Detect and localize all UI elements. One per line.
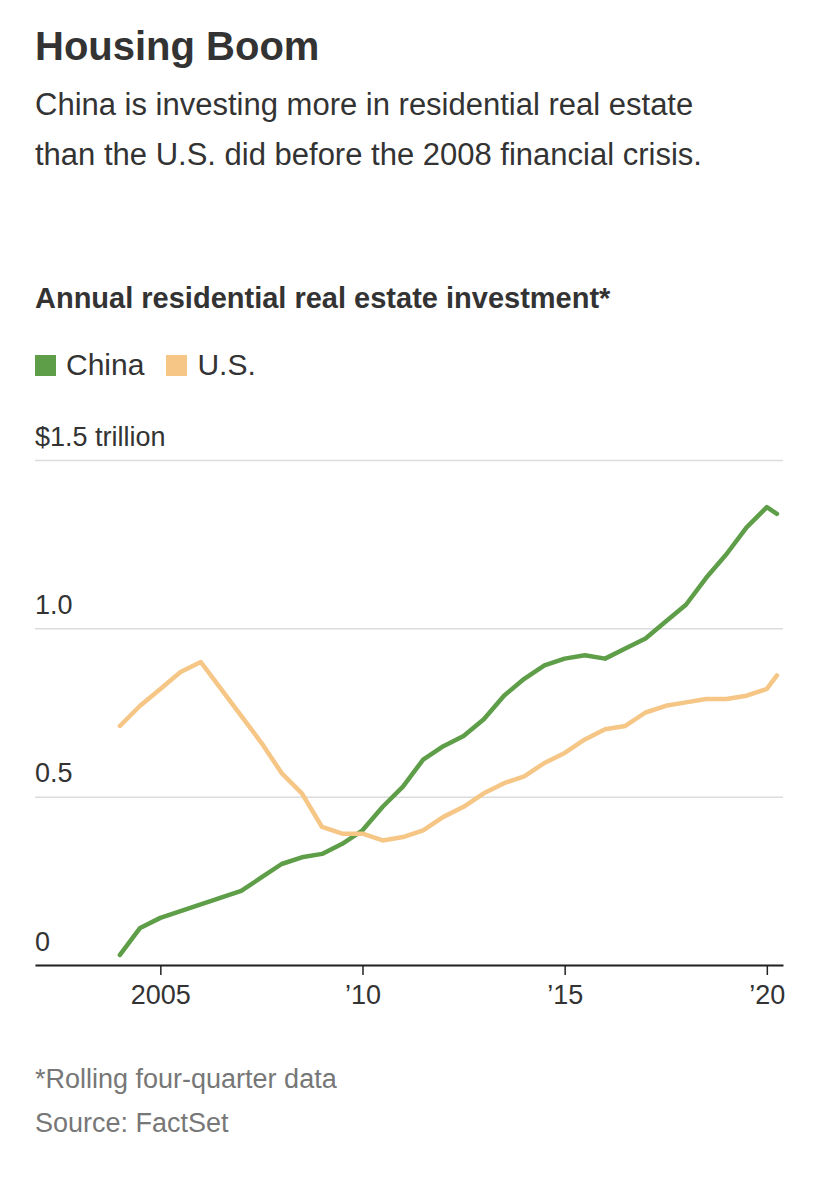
grid-line [35, 965, 783, 967]
grid-line [35, 796, 783, 798]
tick-mark [362, 965, 364, 975]
legend: China U.S. [35, 348, 278, 382]
y-tick: 0 [35, 927, 783, 966]
legend-swatch [166, 355, 187, 376]
tick-mark [767, 965, 769, 975]
x-tick-label: 2005 [131, 980, 191, 1010]
line-series [120, 662, 777, 840]
y-tick-label: 1.0 [35, 590, 73, 620]
x-tick: 2005 [131, 965, 191, 1010]
axis-title: Annual residential real estate investmen… [35, 282, 610, 315]
y-tick: $1.5 trillion [35, 422, 783, 461]
grid-line [35, 628, 783, 630]
y-tick: 1.0 [35, 590, 783, 629]
y-axis-line [35, 461, 36, 966]
tick-mark [160, 965, 162, 975]
y-axis: 0 0.5 1.0 $1.5 trillion [35, 422, 783, 966]
x-axis-line [36, 965, 784, 967]
line-series [120, 507, 777, 955]
source: Source: FactSet [35, 1108, 229, 1139]
tick-mark [564, 965, 566, 975]
subtitle: China is investing more in residential r… [35, 80, 735, 180]
y-tick-label: $1.5 trillion [35, 422, 166, 452]
x-tick: ’15 [547, 965, 583, 1010]
plot-area [120, 507, 777, 955]
chart: 0 0.5 1.0 $1.5 trillion 2005 ’10 ’15 ’20 [0, 0, 830, 1182]
x-axis: 2005 ’10 ’15 ’20 [36, 965, 786, 1010]
x-tick-label: ’15 [547, 980, 583, 1010]
legend-item: U.S. [166, 348, 255, 382]
grid-line [35, 460, 783, 462]
legend-label: U.S. [197, 348, 255, 382]
legend-swatch [35, 355, 56, 376]
x-tick: ’20 [749, 965, 785, 1010]
footnote: *Rolling four-quarter data [35, 1064, 337, 1095]
y-tick-label: 0 [35, 927, 50, 957]
legend-label: China [66, 348, 144, 382]
legend-item: China [35, 348, 144, 382]
x-tick-label: ’10 [345, 980, 381, 1010]
y-tick-label: 0.5 [35, 758, 73, 788]
x-tick: ’10 [345, 965, 381, 1010]
x-tick-label: ’20 [749, 980, 785, 1010]
title: Housing Boom [35, 24, 319, 69]
